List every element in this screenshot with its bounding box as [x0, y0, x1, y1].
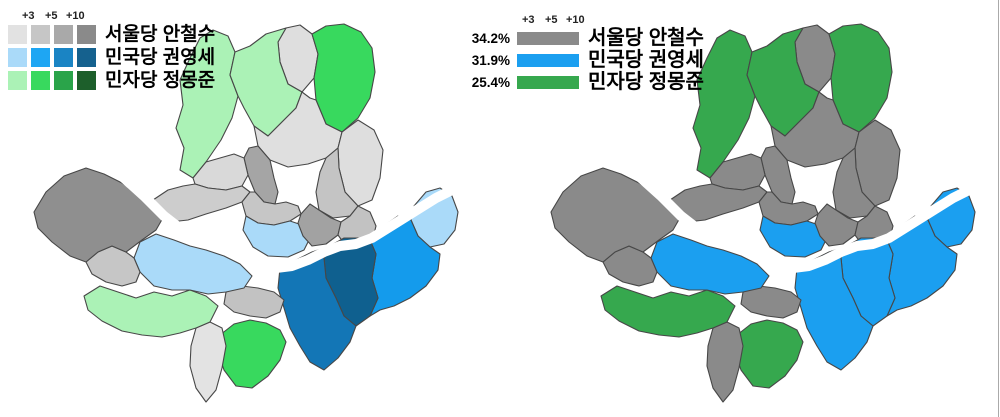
district-gangseo-right: [550, 167, 682, 263]
legend-swatch-2-0: [8, 71, 27, 90]
party-candidate-label-1: 민국당 권영세: [588, 49, 704, 71]
party-color-bar-2: [517, 75, 579, 89]
legend-swatch-0-3: [77, 25, 96, 44]
legend-row-1: 민국당 권영세: [8, 46, 215, 69]
district-gwanak-right: [734, 319, 804, 389]
legend-margin-shades: +3 +5 +10 서울당 안철수 민국당 권영세 민자당 정몽준: [8, 10, 215, 92]
party-color-bar-1: [517, 53, 579, 67]
margin-tick-labels: +3 +5 +10: [8, 10, 215, 23]
margin-tick-right-plus3: +3: [522, 14, 535, 26]
district-dongdaemun-left: [315, 147, 359, 219]
legend-swatch-2-3: [77, 71, 96, 90]
district-yeongdeungpo-right: [650, 233, 770, 295]
vote-share-pct-2: 25.4%: [471, 74, 510, 90]
district-dongjak-right: [740, 285, 802, 319]
legend-swatch-2-2: [54, 71, 73, 90]
legend-vote-share: +3 +5 +10 34.2% 서울당 안철수 31.9% 민국당 권영세 25.4% 민자당 …: [462, 14, 704, 93]
legend-swatch-1-1: [31, 48, 50, 67]
legend-party-label-0: 서울당 안철수: [105, 24, 216, 45]
district-dongjak-left: [223, 285, 285, 319]
party-color-bar-0: [517, 31, 579, 45]
legend-swatch-0-2: [54, 25, 73, 44]
district-nowon-left: [311, 23, 376, 133]
district-seongbuk-right: [770, 91, 860, 168]
district-gwanak-left: [217, 319, 287, 389]
seoul-map-winner: [550, 23, 991, 403]
district-guro-left: [83, 285, 219, 338]
margin-tick-right-plus5: +5: [545, 14, 558, 26]
party-candidate-label-0: 서울당 안철수: [588, 27, 704, 49]
district-dongdaemun-right: [832, 147, 876, 219]
district-nowon-right: [828, 23, 893, 133]
legend-party-label-1: 민국당 권영세: [105, 47, 216, 68]
page-edge-line: [998, 0, 999, 417]
district-guro-right: [600, 285, 736, 338]
margin-tick-plus5: +5: [45, 10, 58, 22]
margin-tick-plus3: +3: [22, 10, 35, 22]
legend-row-0: 서울당 안철수: [8, 23, 215, 46]
vote-share-row-1: 31.9% 민국당 권영세: [462, 49, 704, 71]
margin-tick-labels-right: +3 +5 +10: [462, 14, 704, 27]
party-candidate-label-2: 민자당 정몽준: [588, 71, 704, 93]
legend-swatch-0-1: [31, 25, 50, 44]
legend-swatch-1-2: [54, 48, 73, 67]
han-river-left: [99, 153, 474, 273]
legend-swatch-2-1: [31, 71, 50, 90]
seoul-map-margin-shaded: [33, 23, 474, 403]
legend-swatch-0-0: [8, 25, 27, 44]
district-seongbuk-left: [253, 91, 343, 168]
legend-swatch-1-0: [8, 48, 27, 67]
district-yongsan-right: [759, 215, 829, 258]
margin-tick-plus10: +10: [66, 10, 85, 22]
district-yongsan-left: [242, 215, 312, 258]
margin-tick-right-plus10: +10: [566, 14, 585, 26]
district-yeongdeungpo-left: [133, 233, 253, 295]
district-gangseo-left: [33, 167, 165, 263]
vote-share-row-2: 25.4% 민자당 정몽준: [462, 71, 704, 93]
legend-swatch-1-3: [77, 48, 96, 67]
legend-party-label-2: 민자당 정몽준: [105, 70, 216, 91]
district-geumcheon-right: [706, 321, 744, 403]
vote-share-pct-0: 34.2%: [471, 30, 510, 46]
district-geumcheon-left: [189, 321, 227, 403]
legend-row-2: 민자당 정몽준: [8, 69, 215, 92]
han-river-right: [616, 153, 991, 273]
vote-share-pct-1: 31.9%: [471, 52, 510, 68]
vote-share-row-0: 34.2% 서울당 안철수: [462, 27, 704, 49]
